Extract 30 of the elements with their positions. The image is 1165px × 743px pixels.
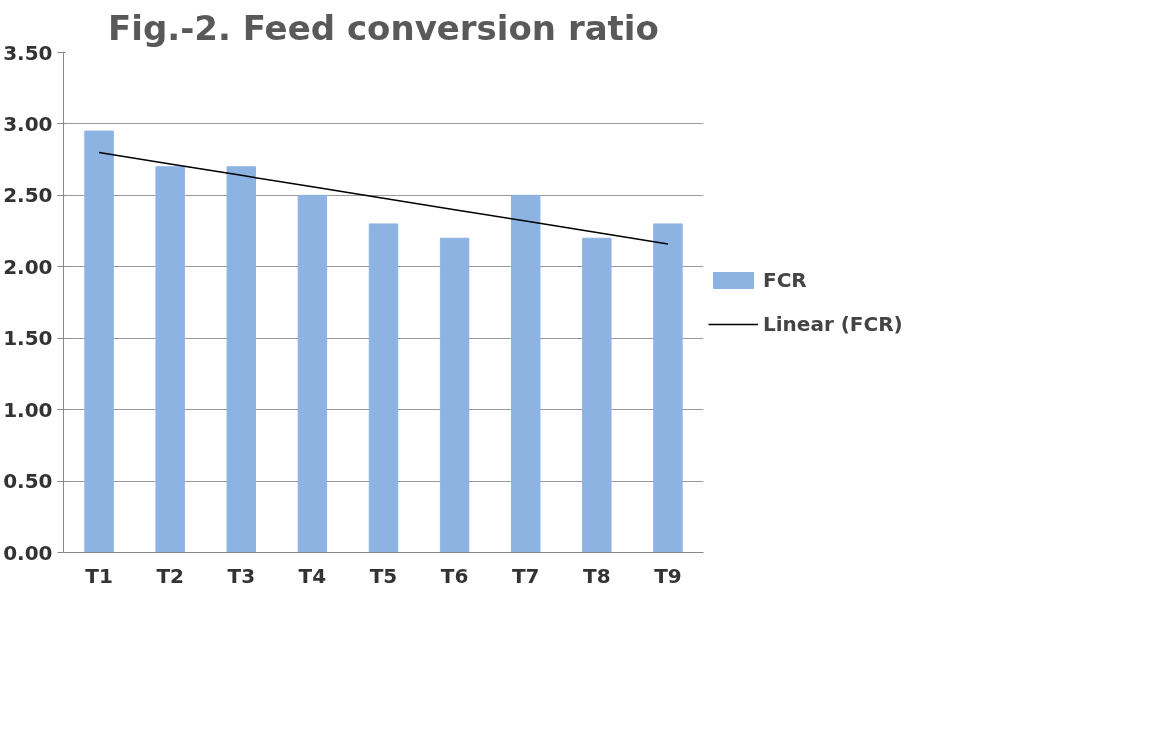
y-tick-label: 3.00 [3, 111, 53, 136]
legend-label: FCR [763, 268, 807, 292]
bar [582, 237, 612, 553]
y-tick-label: 1.00 [3, 397, 53, 422]
y-tick-label: 1.50 [3, 326, 53, 351]
bar [511, 194, 541, 553]
x-tick-label: T3 [227, 563, 256, 588]
bar [368, 223, 399, 553]
y-tick-label: 2.50 [3, 183, 53, 208]
legend-label: Linear (FCR) [763, 312, 903, 336]
bar [653, 223, 683, 553]
x-tick-label: T5 [369, 563, 398, 588]
bar [84, 130, 114, 553]
bar [297, 194, 328, 553]
x-tick-label: T2 [156, 563, 184, 588]
y-tick-label: 3.50 [3, 40, 53, 65]
x-tick-label: T4 [298, 563, 327, 588]
bar [155, 166, 185, 553]
bar [226, 166, 256, 553]
x-tick-label: T1 [85, 563, 113, 588]
x-tick-label: T7 [511, 563, 540, 588]
x-tick-label: T8 [583, 563, 611, 588]
y-tick-label: 0.00 [3, 540, 53, 565]
y-tick-label: 2.00 [3, 254, 53, 279]
x-tick-label: T6 [440, 563, 469, 588]
x-tick-label: T9 [654, 563, 682, 588]
y-tick-label: 0.50 [3, 469, 53, 494]
chart-title: Fig.-2. Feed conversion ratio [108, 7, 659, 48]
bar [439, 237, 470, 553]
line-series [98, 151, 669, 245]
